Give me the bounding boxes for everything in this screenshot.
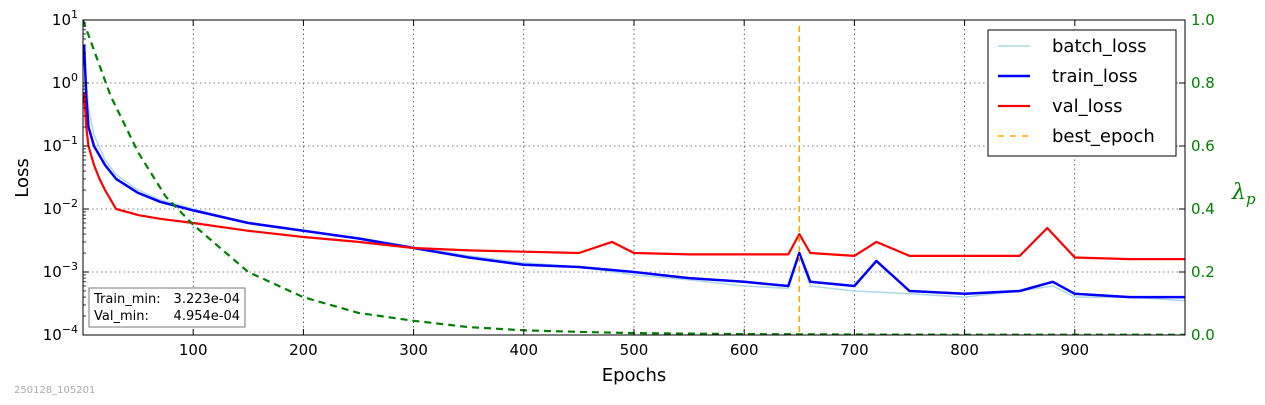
y-right-tick-label: 0.6 — [1191, 137, 1215, 155]
legend-label-best-epoch: best_epoch — [1052, 126, 1155, 147]
y-tick-label: 10−3 — [43, 260, 78, 281]
x-tick-label: 900 — [1060, 341, 1089, 359]
y-tick-label: 10−2 — [43, 197, 78, 218]
val-min-value: 4.954e-04 — [174, 309, 240, 324]
legend: batch_loss train_loss val_loss best_epoch — [987, 29, 1177, 157]
x-tick-label: 200 — [289, 341, 318, 359]
timestamp-stamp: 250128_105201 — [14, 385, 95, 396]
x-tick-label: 600 — [730, 341, 759, 359]
x-tick-label: 800 — [950, 341, 979, 359]
y-right-axis-ticks: 0.0 0.2 0.4 0.6 0.8 1.0 — [1179, 11, 1215, 344]
legend-label-val-loss: val_loss — [1052, 96, 1122, 117]
x-tick-label: 700 — [840, 341, 869, 359]
val-min-label: Val_min: — [94, 309, 149, 324]
y-tick-label: 100 — [52, 71, 78, 92]
y-right-tick-label: 0.8 — [1191, 74, 1215, 92]
train-min-value: 3.223e-04 — [174, 292, 240, 307]
y-right-axis-label-subscript: p — [1246, 190, 1256, 208]
x-tick-label: 400 — [509, 341, 538, 359]
y-right-tick-label: 1.0 — [1191, 11, 1215, 29]
annotation-frame — [88, 287, 246, 328]
train-min-label: Train_min: — [93, 292, 161, 307]
x-axis-ticks: 100 200 300 400 500 600 700 800 900 — [179, 20, 1089, 359]
legend-frame — [987, 29, 1177, 157]
y-tick-label: 101 — [52, 8, 78, 29]
y-right-tick-label: 0.0 — [1191, 326, 1215, 344]
x-tick-label: 300 — [399, 341, 428, 359]
min-loss-annotation: Train_min: 3.223e-04 Val_min: 4.954e-04 — [88, 287, 246, 328]
y-right-axis-label-symbol: λ — [1231, 180, 1246, 205]
y-axis-ticks: 10−4 10−3 10−2 10−1 100 101 — [43, 8, 89, 344]
y-right-axis-label: λp — [1231, 180, 1256, 208]
y-tick-label: 10−4 — [43, 323, 78, 344]
y-tick-label: 10−1 — [43, 134, 78, 155]
x-tick-label: 500 — [620, 341, 649, 359]
y-right-tick-label: 0.4 — [1191, 200, 1215, 218]
legend-label-train-loss: train_loss — [1052, 66, 1138, 87]
y-right-tick-label: 0.2 — [1191, 263, 1215, 281]
y-axis-label: Loss — [12, 158, 33, 197]
series-train-loss-line — [83, 45, 1185, 299]
series-val-loss-line — [83, 92, 1185, 261]
legend-label-batch-loss: batch_loss — [1052, 36, 1147, 57]
x-axis-label: Epochs — [602, 365, 667, 386]
x-tick-label: 100 — [179, 341, 208, 359]
